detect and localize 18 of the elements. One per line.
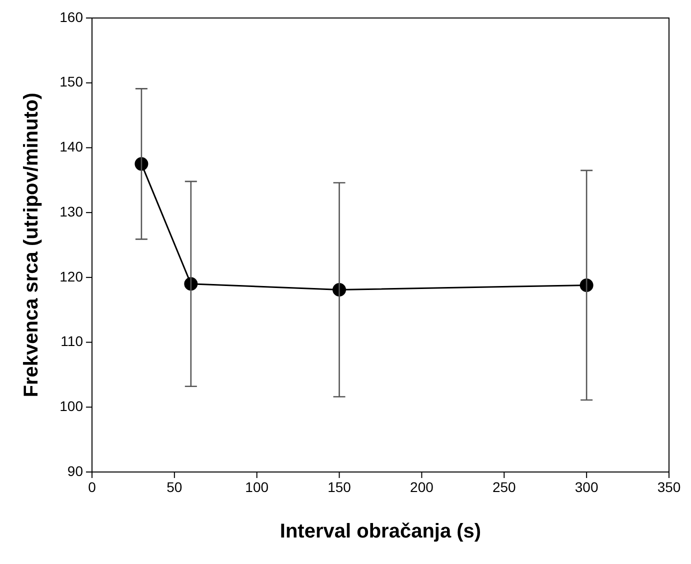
x-tick-label: 200 [410,478,434,495]
y-tick-label: 110 [60,333,84,350]
y-tick-label: 160 [60,8,84,25]
y-tick-label: 150 [60,74,84,90]
y-tick-label: 100 [60,398,84,414]
x-tick-label: 300 [574,478,598,495]
y-tick-label: 130 [60,203,84,220]
x-tick-label: 250 [492,478,516,495]
x-tick-label: 150 [328,478,352,495]
x-tick-label: 0 [88,478,96,495]
y-axis-title: Frekvenca srca (utripov/minuto) [20,92,43,398]
y-tick-label: 140 [60,138,84,155]
y-tick-label: 120 [60,268,84,284]
x-axis-title: Interval obračanja (s) [280,520,482,543]
y-tick-label: 90 [67,462,84,479]
x-tick-label: 100 [245,478,269,495]
x-tick-label: 350 [657,478,681,495]
x-tick-label: 50 [166,478,182,495]
